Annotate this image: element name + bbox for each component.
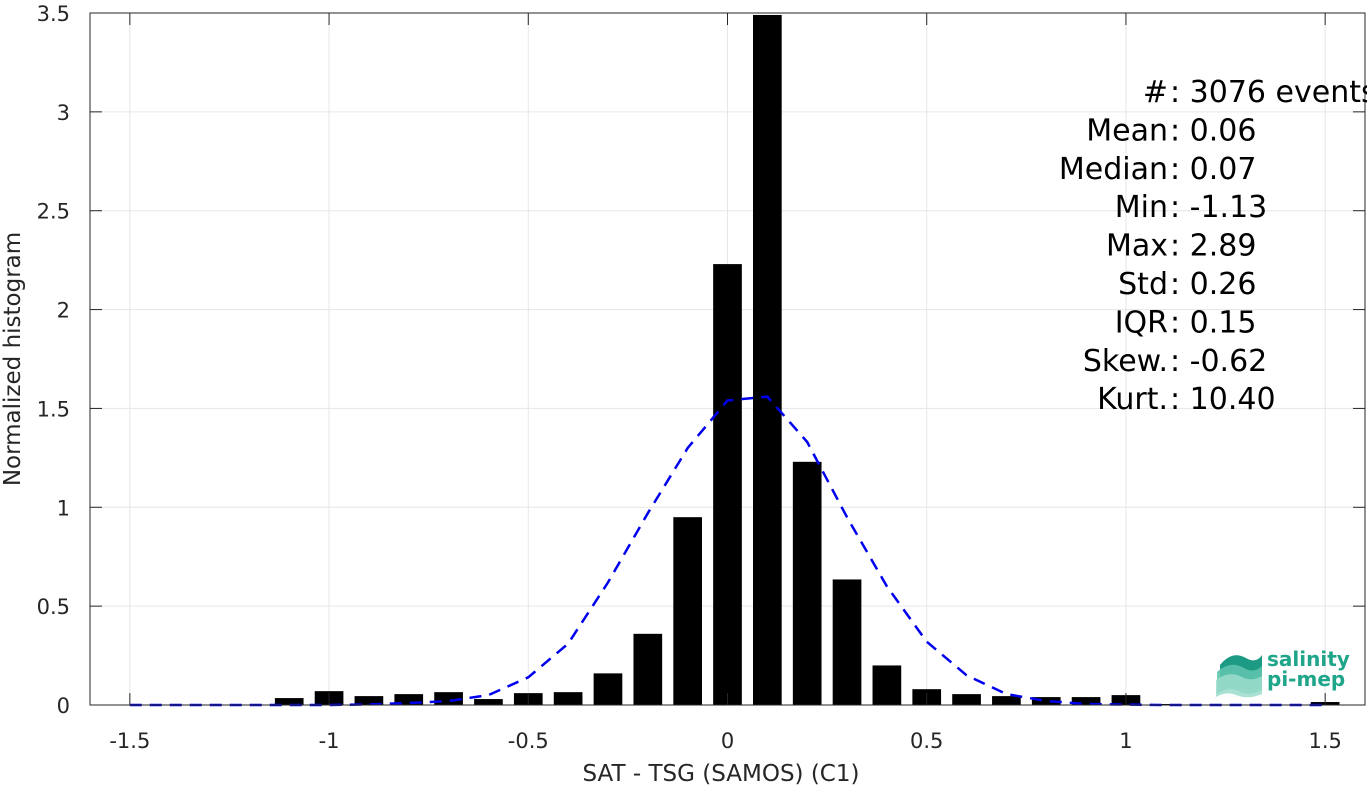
stats-value: : 10.40 [1170, 382, 1276, 417]
histogram-bar [633, 633, 663, 705]
stats-label: Skew. [1083, 344, 1168, 379]
histogram-bar [394, 694, 424, 705]
fit-curve [129, 395, 1326, 707]
histogram-bar [1071, 697, 1101, 705]
y-tick-label: 2.5 [37, 200, 70, 224]
stats-value: : 0.06 [1170, 113, 1256, 148]
histogram-bar [952, 694, 981, 705]
histogram-bar [274, 698, 304, 705]
y-tick-label: 3 [57, 101, 70, 125]
x-tick-labels: -1.5 -1 -0.5 0 0.5 1 1.5 [109, 729, 1342, 753]
stats-value: : -0.62 [1170, 344, 1267, 379]
histogram-bar [992, 696, 1021, 705]
stats-label: Median [1059, 152, 1168, 187]
stats-label: IQR [1115, 305, 1168, 340]
x-tick-label: 1 [1119, 729, 1132, 753]
histogram-bar [673, 517, 702, 705]
x-axis-label: SAT - TSG (SAMOS) (C1) [583, 761, 860, 785]
stats-value: : 0.07 [1170, 152, 1256, 187]
stats-label: Kurt. [1097, 382, 1168, 417]
y-tick-label: 3.5 [37, 2, 70, 26]
y-tick-label: 0.5 [37, 595, 70, 619]
stats-label: Min [1115, 190, 1168, 225]
histogram-bar [753, 14, 782, 705]
y-tick-label: 1 [57, 496, 70, 520]
stats-label: Std [1118, 267, 1168, 302]
stats-label: Max [1106, 229, 1168, 264]
y-axis-label: Normalized histogram [0, 232, 26, 486]
histogram-bar [792, 461, 822, 705]
y-tick-label: 0 [57, 694, 70, 718]
stats-label: Mean [1086, 113, 1168, 148]
histogram-bar [832, 579, 862, 705]
x-tick-label: 1.5 [1308, 729, 1341, 753]
histogram-bar [1031, 697, 1061, 705]
logo-line1: salinity [1267, 647, 1350, 671]
histogram-bar [354, 696, 384, 705]
y-tick-label: 2 [57, 299, 70, 323]
wave-logo-icon [1216, 655, 1262, 698]
y-tick-label: 1.5 [37, 397, 70, 421]
salinity-pi-mep-logo: salinity pi-mep [1216, 647, 1350, 698]
x-tick-label: -0.5 [508, 729, 549, 753]
x-tick-label: -1 [319, 729, 340, 753]
stats-value: : 0.15 [1170, 305, 1256, 340]
histogram-bar [593, 673, 623, 705]
stats-label: # [1143, 75, 1168, 110]
x-tick-label: 0 [721, 729, 734, 753]
histogram-bar [713, 264, 742, 705]
x-tick-label: -1.5 [109, 729, 150, 753]
logo-line2: pi-mep [1267, 667, 1345, 691]
stats-value: : 0.26 [1170, 267, 1256, 302]
histogram-bar [474, 699, 503, 705]
stats-value: : 3076 events [1170, 75, 1367, 110]
x-tick-label: 0.5 [910, 729, 943, 753]
stats-value: : -1.13 [1170, 190, 1267, 225]
y-tick-labels: 0 0.5 1 1.5 2 2.5 3 3.5 [37, 2, 70, 718]
histogram-bar [872, 665, 902, 705]
axis-ticks [90, 12, 1365, 706]
stats-value: : 2.89 [1170, 229, 1256, 264]
histogram-bar [553, 692, 583, 705]
